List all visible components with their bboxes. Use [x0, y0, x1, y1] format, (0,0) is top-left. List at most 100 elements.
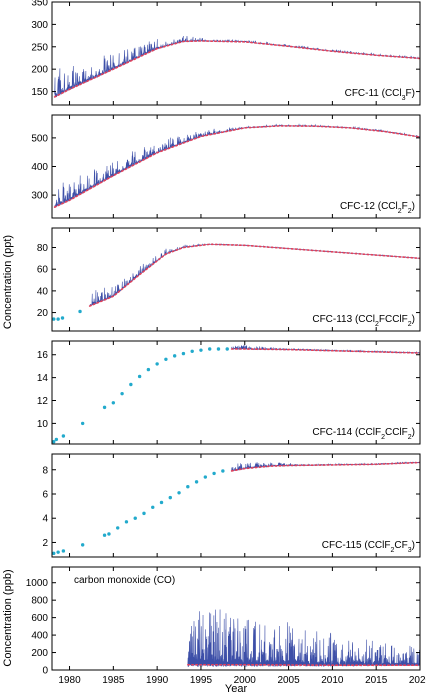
raw-series [90, 244, 420, 306]
flask-point [155, 362, 158, 365]
y-tick-label: 20 [37, 308, 49, 319]
baseline-series [55, 126, 420, 207]
flask-point [190, 350, 193, 353]
panel-2: 300 400 500 CFC-12 (CCl2F2) [31, 115, 420, 218]
flask-point [182, 352, 185, 355]
panel-label: CFC-115 (CClF2CF3) [322, 540, 415, 554]
panel-label: CFC-113 (CCl2FCClF2) [312, 314, 415, 328]
flask-point [55, 438, 58, 441]
flask-point [195, 480, 198, 483]
y-tick-label: 300 [31, 20, 48, 31]
flask-point [103, 533, 106, 536]
y-tick-label: 80 [37, 243, 49, 254]
flask-point [52, 552, 55, 555]
x-axis-label: Year [225, 683, 248, 693]
y-tick-label: 500 [31, 133, 48, 144]
flask-point [81, 543, 84, 546]
flask-point [186, 485, 189, 488]
flask-point [169, 496, 172, 499]
panel-3: 20 40 60 80 CFC-113 (CCl2FCClF2) [37, 228, 420, 331]
y-tick-label: 400 [31, 162, 48, 173]
y-tick-label: 2 [42, 538, 48, 549]
flask-point [81, 422, 84, 425]
flask-point [221, 469, 224, 472]
y-tick-label: 10 [37, 419, 49, 430]
y-tick-label: 14 [37, 373, 49, 384]
raw-series [55, 124, 420, 207]
flask-point [177, 491, 180, 494]
flask-point [142, 512, 145, 515]
y-tick-label: 1000 [26, 578, 49, 589]
flask-point [52, 440, 55, 443]
flask-point [103, 406, 106, 409]
flask-point [62, 434, 65, 437]
flask-point [112, 401, 115, 404]
panel-2-data [55, 124, 420, 207]
panel-label: CFC-114 (CClF2CClF2) [312, 427, 415, 441]
y-tick-label: 8 [42, 465, 48, 476]
panel-label: CFC-11 (CCl3F) [345, 88, 415, 102]
flask-point [56, 317, 59, 320]
y-tick-label: 300 [31, 191, 48, 202]
flask-point [138, 375, 141, 378]
flask-point [56, 550, 59, 553]
y-tick-label: 600 [31, 613, 48, 624]
flask-point [151, 506, 154, 509]
flask-point [160, 501, 163, 504]
flask-point [217, 347, 220, 350]
x-tick-label: 1995 [190, 675, 213, 686]
flask-point [129, 383, 132, 386]
panel-label: carbon monoxide (CO) [74, 575, 175, 586]
flask-point [204, 475, 207, 478]
y-tick-label: 400 [31, 631, 48, 642]
x-tick-label: 1990 [146, 675, 169, 686]
flask-point [134, 517, 137, 520]
flask-point [212, 472, 215, 475]
flask-point [226, 347, 229, 350]
y-tick-label: 200 [31, 648, 48, 659]
y-tick-label: 40 [37, 286, 49, 297]
y-axis-label-ppb: Concentration (ppb) [2, 569, 14, 666]
raw-series [188, 610, 420, 667]
panel-4: 10 12 14 16 CFC-114 (CClF2CClF2) [37, 341, 420, 444]
x-tick-label: 2015 [365, 675, 388, 686]
x-tick-label: 2010 [321, 675, 344, 686]
y-tick-label: 350 [31, 0, 48, 9]
x-tick-label: 1980 [58, 675, 81, 686]
y-tick-label: 200 [31, 65, 48, 76]
y-tick-label: 250 [31, 42, 48, 53]
x-tick-label: 1985 [102, 675, 125, 686]
flask-point [61, 316, 64, 319]
y-tick-label: 6 [42, 489, 48, 500]
flask-point [78, 310, 81, 313]
y-tick-label: 12 [37, 396, 49, 407]
panel-5: 2 4 6 8 CFC-115 (CClF2CF3) [42, 454, 420, 557]
flask-point [199, 348, 202, 351]
panel-1: 150 200 250 300 350 CFC-11 (CCl3F) [31, 0, 420, 105]
flask-point [120, 392, 123, 395]
y-tick-label: 800 [31, 596, 48, 607]
flask-point [173, 354, 176, 357]
flask-point [125, 520, 128, 523]
baseline-series [232, 462, 420, 470]
flask-point [164, 358, 167, 361]
flask-point [62, 549, 65, 552]
panel-label: CFC-12 (CCl2F2) [340, 201, 415, 215]
x-tick-label: 2020 [409, 675, 426, 686]
panel-3-data [52, 244, 420, 321]
x-tick-label: 2005 [277, 675, 300, 686]
flask-point [147, 368, 150, 371]
panel-6-data [188, 610, 420, 667]
y-axis-label-ppt: Concentration (ppt) [2, 235, 14, 329]
flask-point [52, 317, 55, 320]
y-tick-label: 60 [37, 265, 49, 276]
y-tick-label: 150 [31, 87, 48, 98]
flask-point [116, 526, 119, 529]
y-tick-label: 16 [37, 350, 49, 361]
y-tick-label: 4 [42, 514, 48, 525]
flask-point [107, 532, 110, 535]
flask-point [208, 347, 211, 350]
